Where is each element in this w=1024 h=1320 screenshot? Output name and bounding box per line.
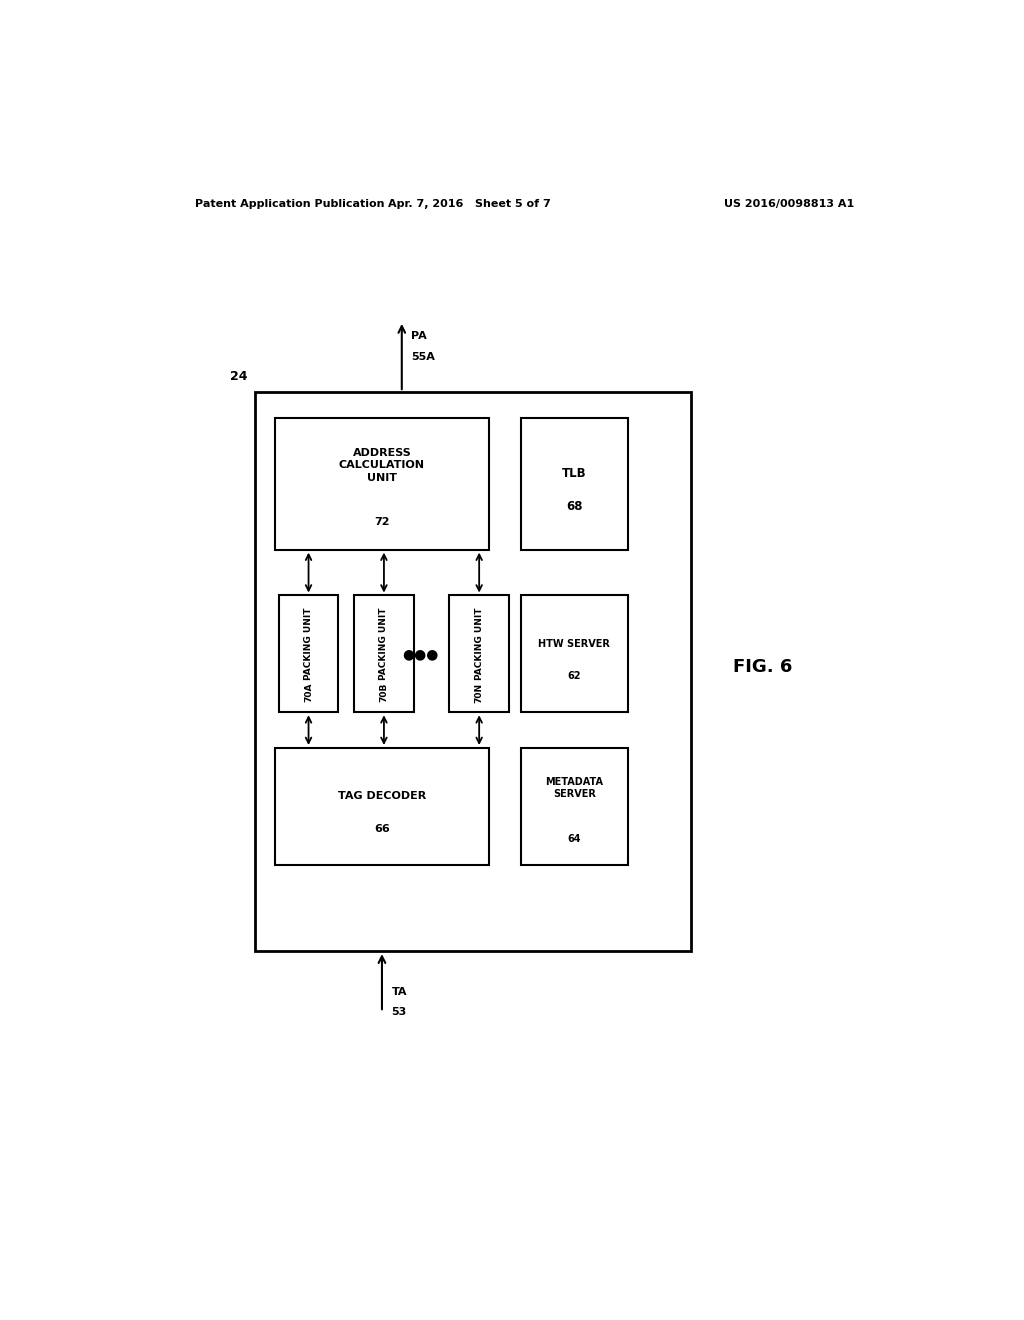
Text: 68: 68	[566, 499, 583, 512]
Text: PA: PA	[412, 331, 427, 341]
Text: Apr. 7, 2016   Sheet 5 of 7: Apr. 7, 2016 Sheet 5 of 7	[388, 199, 551, 209]
Text: 70A: 70A	[304, 682, 313, 702]
Text: US 2016/0098813 A1: US 2016/0098813 A1	[724, 199, 854, 209]
Text: 64: 64	[567, 834, 582, 843]
Bar	[521, 417, 628, 549]
Bar	[274, 748, 489, 865]
Text: METADATA
SERVER: METADATA SERVER	[546, 777, 603, 799]
Bar	[274, 417, 489, 549]
Text: 66: 66	[374, 824, 390, 834]
Bar	[450, 595, 509, 713]
Text: PACKING UNIT: PACKING UNIT	[380, 607, 388, 680]
Text: TAG DECODER: TAG DECODER	[338, 791, 426, 801]
Text: PACKING UNIT: PACKING UNIT	[475, 607, 483, 680]
Bar	[279, 595, 338, 713]
Text: TA: TA	[391, 987, 407, 997]
Text: ●●●: ●●●	[401, 647, 438, 661]
Bar	[354, 595, 414, 713]
Text: 70N: 70N	[475, 682, 483, 702]
Text: PACKING UNIT: PACKING UNIT	[304, 607, 313, 680]
Text: 72: 72	[374, 517, 390, 527]
Text: ADDRESS
CALCULATION
UNIT: ADDRESS CALCULATION UNIT	[339, 447, 425, 483]
Text: 62: 62	[567, 672, 582, 681]
Text: FIG. 6: FIG. 6	[733, 657, 793, 676]
Text: HTW SERVER: HTW SERVER	[539, 639, 610, 648]
Bar	[255, 392, 691, 952]
Bar	[521, 595, 628, 713]
Text: 70B: 70B	[380, 682, 388, 702]
Text: Patent Application Publication: Patent Application Publication	[196, 199, 385, 209]
Bar	[521, 748, 628, 865]
Text: 55A: 55A	[412, 351, 435, 362]
Text: TLB: TLB	[562, 467, 587, 480]
Text: 53: 53	[391, 1007, 407, 1018]
Text: 24: 24	[229, 371, 247, 383]
